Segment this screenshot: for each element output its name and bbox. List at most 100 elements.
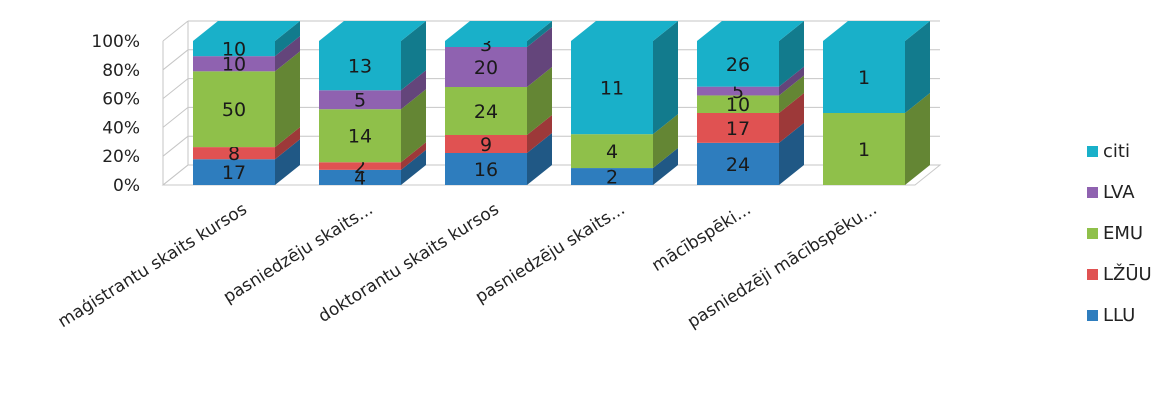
data-label: 9: [480, 134, 492, 156]
data-label: 16: [474, 159, 498, 181]
bar-segment-citi: [571, 41, 653, 135]
legend-item-lva: LVA: [1087, 182, 1135, 203]
data-label: 17: [726, 118, 750, 140]
bar-segment-llu: [571, 168, 653, 185]
data-label: 11: [600, 78, 624, 100]
bar-segment-llu: [319, 169, 401, 185]
data-label: 50: [222, 99, 246, 121]
bar-stack: 2 4 11: [571, 21, 678, 189]
data-label: 4: [354, 167, 366, 189]
bar-segment-citi: [697, 41, 779, 87]
bar-segment-emu: [571, 134, 653, 169]
data-label: 24: [726, 154, 750, 176]
bar-segment-emu-side: [275, 51, 300, 148]
legend-item-emu: EMU: [1087, 223, 1143, 244]
bar-segment-lva: [445, 47, 527, 87]
bar-segment-lva: [193, 56, 275, 72]
legend: citi LVA EMU LŽŪU LLU: [1087, 141, 1152, 326]
bar-segment-lva: [319, 90, 401, 110]
gridline-side: [162, 164, 189, 186]
data-label: 8: [228, 143, 240, 165]
bar-segment-emu: [697, 95, 779, 113]
bar-segment-lva: [697, 86, 779, 96]
bar-segment-citi-side: [653, 21, 678, 135]
y-tick-label: 100%: [91, 32, 140, 52]
bar-segment-emu: [823, 113, 905, 185]
legend-swatch: [1087, 269, 1098, 280]
bar-segment-emu: [319, 109, 401, 163]
legend-item-llu: LLU: [1087, 305, 1135, 326]
bar-segment-lva-side: [275, 36, 300, 72]
y-tick-label: 40%: [102, 118, 140, 138]
bar-segment-llu-side: [401, 149, 426, 185]
bar-segment-emu-side: [401, 89, 426, 163]
gridline-side: [162, 107, 189, 128]
bar-top-face: [697, 21, 804, 41]
legend-label: LLU: [1103, 305, 1135, 326]
bar-segment-citi: [319, 41, 401, 91]
legend-label: EMU: [1103, 223, 1143, 244]
bar-segment-emu-side: [527, 67, 552, 135]
data-label: 26: [726, 54, 750, 76]
bar-segment-llu: [445, 153, 527, 185]
bar-top-face: [823, 21, 930, 41]
data-label: 5: [354, 90, 366, 112]
y-tick-label: 20%: [102, 147, 140, 167]
bar-segment-llu: [697, 142, 779, 185]
legend-label: LVA: [1103, 182, 1135, 203]
data-label: 1: [858, 139, 870, 161]
bar-segment-llu-side: [527, 133, 552, 185]
legend-item-citi: citi: [1087, 141, 1130, 162]
bar-segment-emu-side: [653, 114, 678, 169]
bar-top-face: [445, 21, 552, 41]
y-axis-tick-labels: 0% 20% 40% 60% 80% 100%: [91, 32, 140, 196]
bar-segment-lžūu: [697, 113, 779, 143]
gridline-side: [162, 78, 189, 99]
bar-segment-llu: [193, 159, 275, 185]
data-label: 10: [222, 54, 246, 76]
legend-label: LŽŪU: [1103, 263, 1152, 285]
bar-top-face: [571, 21, 678, 41]
data-label: 1: [858, 67, 870, 89]
y-tick-label: 0%: [113, 176, 140, 196]
bar-segment-lžūu-side: [401, 142, 426, 170]
y-tick-label: 60%: [102, 90, 140, 110]
bar-stack: 11: [823, 21, 930, 185]
bar-top-face: [193, 21, 300, 41]
legend-swatch: [1087, 228, 1098, 239]
bar-segment-lžūu-side: [275, 127, 300, 160]
bar-segment-lžūu: [445, 135, 527, 153]
bar-segment-citi-side: [275, 21, 300, 57]
category-label: mācībspēki...: [648, 199, 754, 276]
gridline-side: [162, 135, 189, 157]
data-label: 24: [474, 101, 498, 123]
bar-segment-lva-side: [779, 66, 804, 96]
gridline-side: [162, 20, 189, 42]
bar-segment-llu-side: [653, 148, 678, 185]
bar-segment-citi: [445, 41, 527, 47]
bar-segment-citi-side: [401, 21, 426, 91]
data-label: 14: [348, 126, 372, 148]
bar-segment-citi: [823, 41, 905, 113]
data-label: 2: [606, 167, 618, 189]
bar-segment-emu-side: [905, 93, 930, 185]
bar-segment-llu-side: [779, 122, 804, 185]
bar-segment-citi-side: [779, 21, 804, 87]
legend-swatch: [1087, 187, 1098, 198]
bar-segment-lžūu-side: [779, 93, 804, 143]
bar-segment-lva-side: [401, 70, 426, 110]
bar-segment-lžūu: [193, 147, 275, 160]
bar-segment-citi: [193, 41, 275, 57]
bar-segment-citi-side: [527, 21, 552, 47]
data-label: 4: [606, 141, 618, 163]
bar-top-face: [319, 21, 426, 41]
bar-segment-emu-side: [779, 75, 804, 113]
gridline-side: [162, 49, 189, 71]
legend-swatch: [1087, 146, 1098, 157]
bar-segment-emu: [445, 87, 527, 135]
